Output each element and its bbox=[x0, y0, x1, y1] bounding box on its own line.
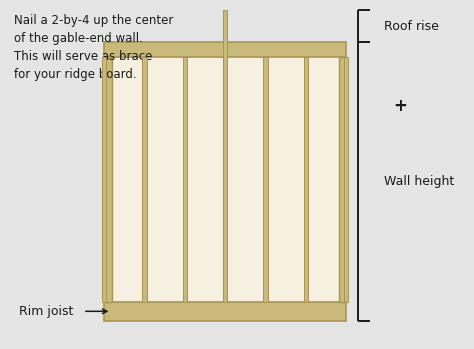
Text: +: + bbox=[393, 97, 407, 116]
Text: Nail a 2-by-4 up the center
of the gable-end wall.
This will serve as brace
for : Nail a 2-by-4 up the center of the gable… bbox=[14, 14, 173, 81]
Bar bbox=[142, 57, 147, 302]
Bar bbox=[104, 302, 346, 321]
Bar bbox=[339, 57, 346, 302]
Bar bbox=[303, 57, 308, 302]
Text: Rim joist: Rim joist bbox=[19, 305, 73, 318]
Bar bbox=[104, 57, 111, 302]
Bar bbox=[102, 57, 107, 302]
Bar bbox=[111, 57, 339, 302]
Bar bbox=[223, 10, 228, 302]
Bar bbox=[223, 57, 228, 302]
Bar bbox=[344, 57, 348, 302]
Bar bbox=[182, 57, 187, 302]
Bar bbox=[104, 42, 346, 57]
Text: Wall height: Wall height bbox=[384, 175, 454, 188]
Bar bbox=[263, 57, 268, 302]
Text: Roof rise: Roof rise bbox=[384, 20, 439, 33]
